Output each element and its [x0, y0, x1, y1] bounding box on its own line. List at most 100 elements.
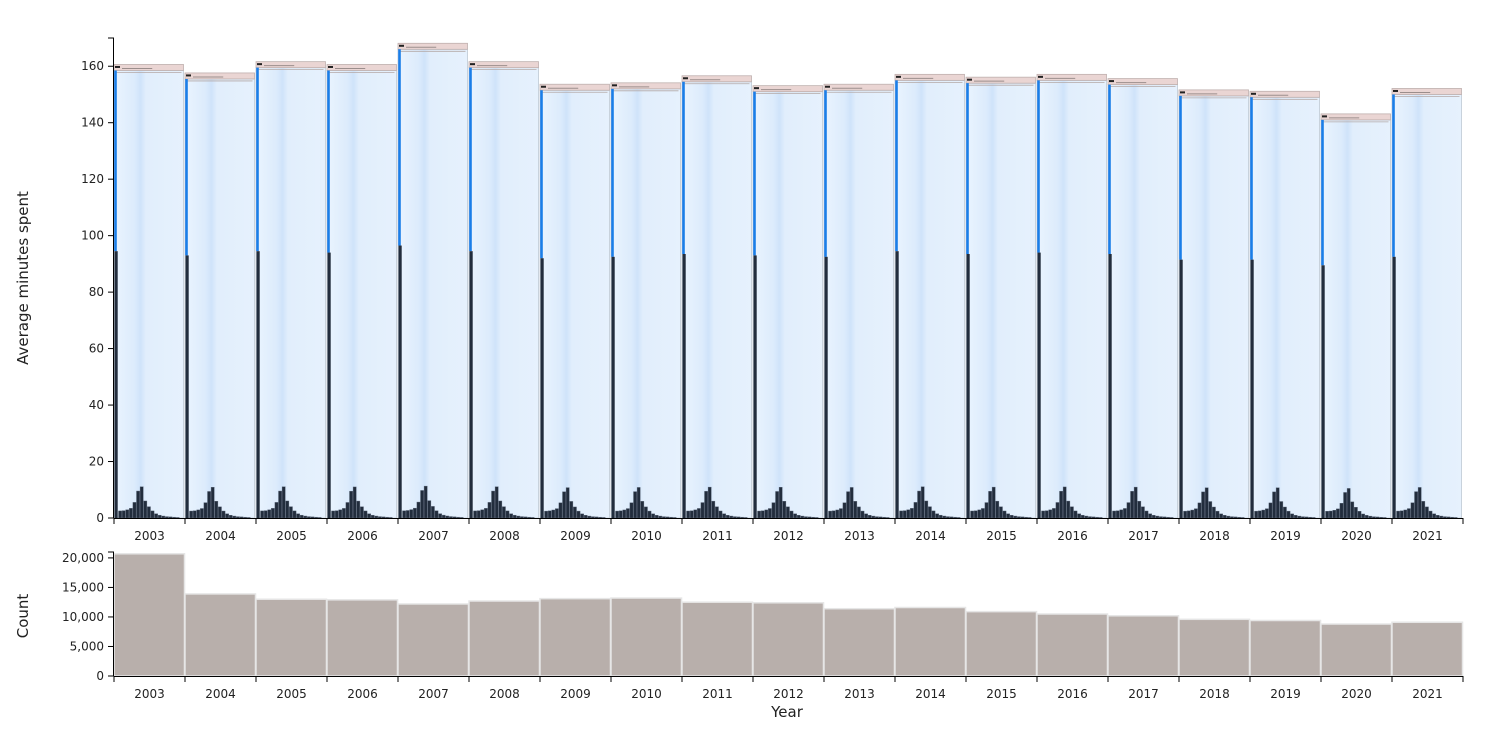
- sub-bar: [1123, 508, 1127, 519]
- count-bar-2018: [1178, 618, 1251, 677]
- column-cap: [184, 72, 255, 80]
- first-sub-bar: [1108, 254, 1112, 518]
- sub-bar: [1439, 515, 1444, 519]
- x-tick-label: 2010: [631, 529, 662, 543]
- column-cap: [255, 61, 326, 69]
- sub-bar: [296, 513, 300, 519]
- count-bar-2016: [1036, 613, 1109, 677]
- x-tick-label: 2011: [702, 529, 733, 543]
- first-sub-bar: [327, 252, 331, 518]
- sub-bar: [1059, 490, 1063, 519]
- sub-bar: [1297, 515, 1302, 519]
- y-tick-label: 160: [81, 59, 104, 73]
- first-sub-bar: [1250, 259, 1254, 518]
- sub-bar: [409, 509, 414, 519]
- sub-bar: [154, 513, 158, 519]
- x-tick-label: 2008: [489, 687, 520, 701]
- sub-bar: [764, 509, 769, 519]
- sub-bar: [778, 487, 783, 519]
- column-cap: [610, 82, 681, 90]
- year-column-2015: [965, 76, 1036, 519]
- sub-bar: [775, 491, 779, 519]
- sub-bar: [221, 510, 226, 519]
- sub-bar: [1080, 514, 1085, 519]
- column-cap: [326, 64, 397, 71]
- year-column-2004: [184, 72, 255, 519]
- first-sub-bar: [398, 245, 402, 518]
- year-column-2007: [397, 42, 468, 519]
- sub-bar: [1197, 502, 1202, 519]
- sub-bar: [1403, 509, 1408, 519]
- sub-bar: [139, 486, 144, 519]
- sub-bar: [480, 509, 485, 519]
- sub-bar: [1332, 510, 1337, 519]
- sub-bar: [1215, 510, 1220, 519]
- sub-bar: [1006, 513, 1010, 519]
- sub-bar: [1041, 510, 1045, 519]
- sub-bar: [1115, 510, 1120, 519]
- sub-bar: [1279, 501, 1284, 519]
- sub-bar: [789, 510, 794, 519]
- sub-bar: [1301, 516, 1305, 519]
- column-bar: [468, 67, 539, 519]
- sub-bar: [1219, 513, 1223, 519]
- cap-mark: [754, 87, 759, 90]
- sub-bar: [1240, 517, 1245, 519]
- x-tick-label: 2003: [134, 687, 165, 701]
- sub-bar: [899, 510, 903, 519]
- count-bar-2008: [468, 600, 541, 677]
- sub-bar: [1450, 516, 1454, 519]
- sub-bar: [505, 510, 510, 519]
- cap-mark: [896, 75, 901, 78]
- y-tick-label: 40: [89, 398, 104, 412]
- cap-mark: [967, 78, 972, 81]
- sub-bar: [441, 514, 446, 519]
- count-bar-2006: [326, 599, 399, 677]
- year-column-2012: [752, 85, 823, 519]
- x-tick-label: 2006: [347, 687, 378, 701]
- first-sub-bar: [540, 258, 544, 518]
- count-bar-2020: [1320, 623, 1393, 677]
- sub-bar: [1204, 487, 1209, 519]
- top-y-axis-title: Average minutes spent: [14, 191, 32, 365]
- sub-bar: [700, 502, 705, 519]
- sub-bar: [991, 486, 996, 519]
- y-tick-label: 15,000: [62, 580, 104, 594]
- sub-bar: [530, 517, 535, 519]
- column-bar: [1320, 119, 1391, 519]
- count-bar-2017: [1107, 615, 1180, 677]
- first-sub-bar: [1037, 252, 1041, 518]
- column-bar: [326, 69, 397, 519]
- sub-bar: [1325, 511, 1329, 519]
- sub-bar: [431, 506, 435, 519]
- sub-bar: [1062, 486, 1067, 519]
- sub-bar: [544, 510, 548, 519]
- sub-bar: [598, 516, 602, 519]
- sub-bar: [601, 517, 606, 519]
- sub-bar: [782, 501, 787, 519]
- year-column-2014: [894, 73, 965, 519]
- sub-bar: [722, 513, 726, 519]
- first-sub-bar: [895, 251, 899, 519]
- sub-bar: [214, 501, 219, 519]
- sub-bar: [175, 517, 180, 519]
- sub-bar: [565, 487, 570, 519]
- sub-bar: [1399, 510, 1404, 519]
- sub-bar: [121, 510, 126, 519]
- sub-bar: [651, 513, 655, 519]
- count-bar-2014: [894, 606, 967, 677]
- sub-bar: [1304, 516, 1309, 519]
- sub-bar: [498, 500, 503, 519]
- sub-bar: [331, 510, 335, 519]
- sub-bar: [1017, 516, 1021, 519]
- x-tick-label: 2019: [1270, 687, 1301, 701]
- sub-bar: [977, 509, 982, 519]
- sub-bar: [1201, 491, 1205, 519]
- column-bar: [894, 79, 965, 519]
- cap-mark: [115, 65, 120, 68]
- sub-bar: [459, 517, 464, 519]
- sub-bar: [594, 516, 599, 519]
- year-column-2003: [113, 64, 184, 519]
- sub-bar: [1350, 501, 1355, 519]
